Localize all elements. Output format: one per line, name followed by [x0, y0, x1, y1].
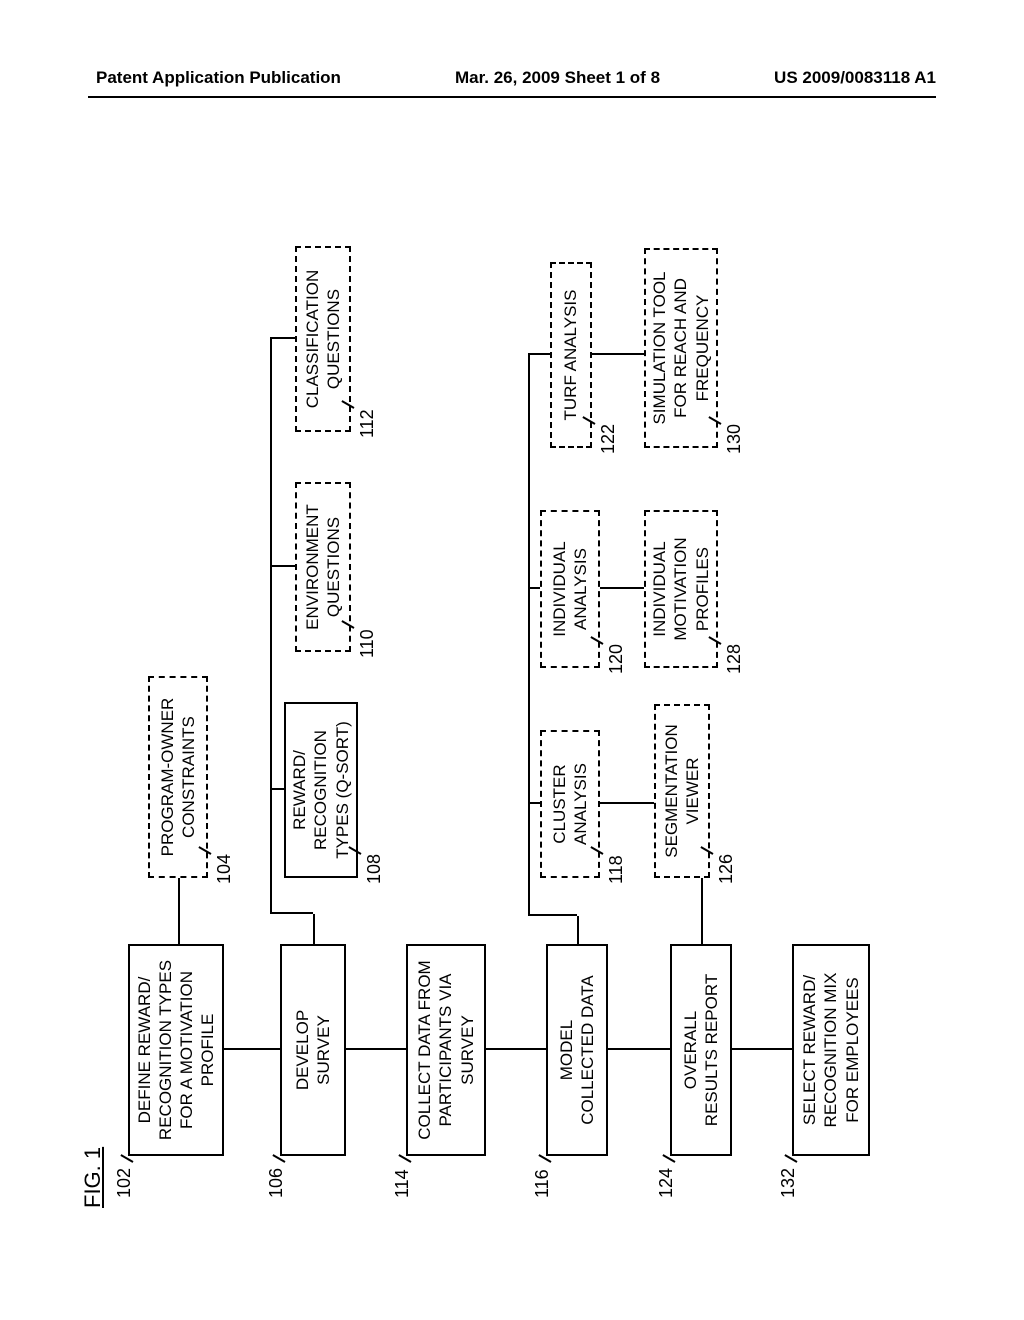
branch-box: INDIVIDUAL ANALYSIS — [540, 510, 600, 668]
header-rule — [88, 96, 936, 98]
branch-box: CLUSTER ANALYSIS — [540, 730, 600, 878]
ref-num: 104 — [214, 854, 235, 884]
branch-box: INDIVIDUAL MOTIVATION PROFILES — [644, 510, 718, 668]
ref-num: 126 — [716, 854, 737, 884]
ref-num: 118 — [606, 855, 627, 884]
flow-box: COLLECT DATA FROM PARTICIPANTS VIA SURVE… — [406, 944, 486, 1156]
ref-num: 102 — [114, 1168, 135, 1198]
branch-box: CLASSIFICATION QUESTIONS — [295, 246, 351, 432]
ref-num: 116 — [532, 1169, 553, 1198]
branch-box: SEGMENTATION VIEWER — [654, 704, 710, 878]
ref-num: 132 — [778, 1168, 799, 1198]
ref-num: 110 — [357, 629, 378, 658]
header-left: Patent Application Publication — [96, 68, 341, 88]
branch-box: SIMULATION TOOL FOR REACH AND FREQUENCY — [644, 248, 718, 448]
branch-box: REWARD/ RECOGNITION TYPES (Q-SORT) — [284, 702, 358, 878]
ref-num: 120 — [606, 644, 627, 674]
ref-num: 130 — [724, 424, 745, 454]
flow-box: SELECT REWARD/ RECOGNITION MIX FOR EMPLO… — [792, 944, 870, 1156]
figure-label: FIG. 1 — [80, 1147, 106, 1208]
flow-box: DEVELOP SURVEY — [280, 944, 346, 1156]
branch-box: ENVIRONMENT QUESTIONS — [295, 482, 351, 652]
ref-num: 106 — [266, 1168, 287, 1198]
flow-box: OVERALL RESULTS REPORT — [670, 944, 732, 1156]
ref-num: 128 — [724, 644, 745, 674]
figure-1-diagram: FIG. 1 DEFINE REWARD/ RECOGNITION TYPES … — [80, 148, 940, 1208]
ref-num: 112 — [357, 409, 378, 438]
header-right: US 2009/0083118 A1 — [774, 68, 936, 88]
ref-num: 122 — [598, 424, 619, 454]
ref-num: 108 — [364, 854, 385, 884]
ref-num: 114 — [392, 1169, 413, 1198]
flow-box: MODEL COLLECTED DATA — [546, 944, 608, 1156]
flow-box: DEFINE REWARD/ RECOGNITION TYPES FOR A M… — [128, 944, 224, 1156]
header-mid: Mar. 26, 2009 Sheet 1 of 8 — [455, 68, 660, 88]
ref-num: 124 — [656, 1168, 677, 1198]
